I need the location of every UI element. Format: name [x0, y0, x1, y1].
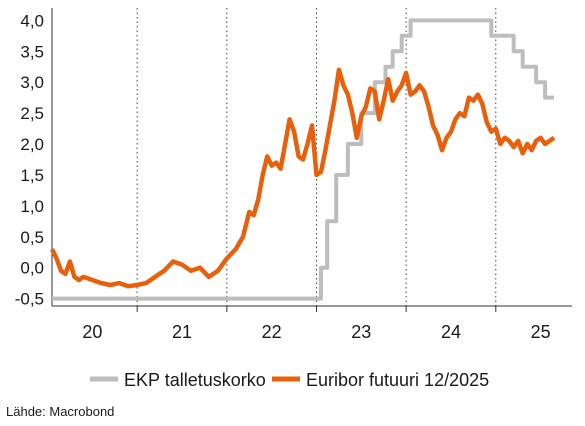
x-tick-label-5: 25: [531, 322, 551, 342]
series-lines: [49, 18, 556, 301]
y-tick-label-5: 2,0: [20, 135, 44, 154]
series-line-0: [52, 18, 555, 301]
x-tick-label-0: 20: [82, 322, 102, 342]
axes: [51, 8, 572, 312]
y-tick-label-1: 0,0: [20, 259, 44, 278]
y-tick-label-9: 4,0: [20, 11, 44, 30]
x-tick-label-4: 24: [441, 322, 461, 342]
y-tick-labels: -0,5 0,0 0,5 1,0 1,5 2,0 2,5 3,0 3,5 4,0: [15, 11, 44, 308]
legend: EKP talletuskorko Euribor futuuri 12/2025: [90, 370, 489, 390]
legend-label-0: EKP talletuskorko: [124, 370, 266, 390]
series-line-1: [49, 67, 556, 289]
y-tick-label-7: 3,0: [20, 73, 44, 92]
x-tick-label-3: 23: [351, 322, 371, 342]
y-tick-label-2: 0,5: [20, 228, 44, 247]
y-tick-label-0: -0,5: [15, 290, 44, 309]
legend-label-1: Euribor futuuri 12/2025: [306, 370, 489, 390]
x-tick-label-1: 21: [172, 322, 192, 342]
y-tick-label-8: 3,5: [20, 42, 44, 61]
y-tick-label-6: 2,5: [20, 104, 44, 123]
source-note: Lähde: Macrobond: [6, 404, 115, 419]
y-tick-label-3: 1,0: [20, 197, 44, 216]
y-tick-label-4: 1,5: [20, 166, 44, 185]
x-tick-label-2: 22: [262, 322, 282, 342]
x-tick-labels: 20 21 22 23 24 25: [82, 322, 550, 342]
